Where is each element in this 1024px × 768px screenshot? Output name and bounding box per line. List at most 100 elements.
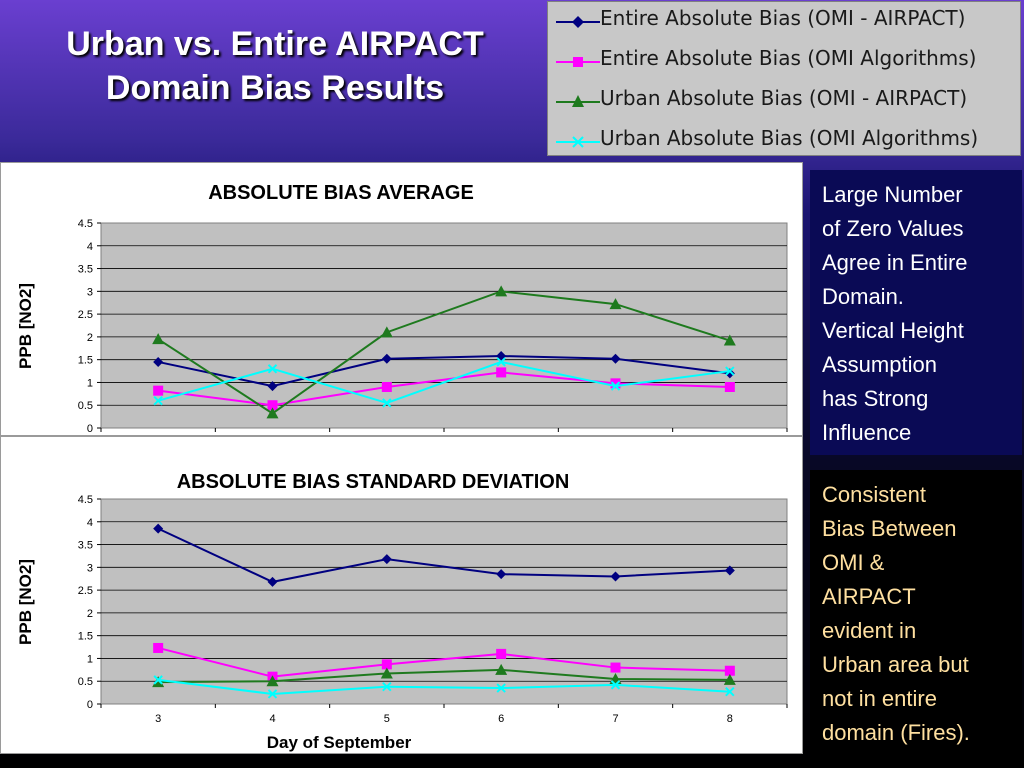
- data-point-triangle: [609, 298, 622, 310]
- legend-label: Entire Absolute Bias (OMI - AIRPACT): [600, 6, 966, 30]
- data-point-x: [153, 675, 163, 685]
- data-point-square: [496, 367, 507, 378]
- data-point-x-stroke: [610, 381, 621, 391]
- y-tick-label: 0.5: [78, 676, 93, 688]
- data-point-diamond: [153, 523, 164, 534]
- data-point-x: [382, 398, 392, 408]
- data-point-diamond: [267, 381, 278, 392]
- data-point-square: [724, 665, 735, 676]
- slide-title: Urban vs. Entire AIRPACT Domain Bias Res…: [10, 22, 540, 110]
- note-line: Vertical Height: [822, 318, 964, 343]
- data-point-triangle: [152, 333, 165, 345]
- chart-title: ABSOLUTE BIAS STANDARD DEVIATION: [177, 471, 570, 493]
- data-point-x-stroke: [610, 680, 621, 690]
- data-point-triangle: [380, 326, 393, 338]
- y-tick-label: 3: [87, 562, 93, 574]
- legend-item-entire-airpact: Entire Absolute Bias (OMI - AIRPACT): [548, 4, 1022, 44]
- legend-label: Urban Absolute Bias (OMI - AIRPACT): [600, 86, 968, 110]
- note-line: OMI &: [822, 550, 885, 575]
- x-tick-label: 4: [269, 713, 275, 725]
- note-zero-values: Large Number of Zero Values Agree in Ent…: [810, 170, 1022, 455]
- data-point-diamond: [496, 569, 507, 580]
- data-point-diamond: [381, 353, 392, 364]
- data-point-triangle: [495, 663, 508, 675]
- slide-title-line-1: Urban vs. Entire AIRPACT: [66, 25, 484, 63]
- note-line: not in entire: [822, 686, 937, 711]
- data-point-x: [153, 395, 163, 406]
- data-point-x-stroke: [725, 366, 735, 376]
- note-line: Domain.: [822, 284, 904, 309]
- data-point-square: [153, 642, 164, 653]
- data-point-diamond: [724, 565, 735, 576]
- chart-title: ABSOLUTE BIAS AVERAGE: [208, 182, 474, 204]
- note-line: Agree in Entire: [822, 250, 968, 275]
- data-point-diamond: [381, 554, 392, 565]
- data-point-x-stroke: [496, 357, 506, 367]
- y-tick-label: 4.5: [78, 218, 93, 230]
- data-point-square: [610, 378, 621, 389]
- chart-legend: Entire Absolute Bias (OMI - AIRPACT) Ent…: [547, 1, 1021, 156]
- slide-title-line-2: Domain Bias Results: [105, 69, 445, 107]
- data-point-diamond: [610, 353, 621, 364]
- data-point-x-stroke: [496, 683, 506, 693]
- y-tick-label: 1.5: [78, 355, 93, 367]
- y-axis-label: PPB [NO2]: [16, 559, 35, 645]
- data-point-triangle: [152, 676, 165, 688]
- data-point-diamond: [610, 571, 621, 582]
- data-point-triangle: [266, 675, 279, 687]
- data-point-square: [153, 385, 164, 396]
- note-line: domain (Fires).: [822, 720, 970, 745]
- data-point-x-stroke: [267, 689, 278, 699]
- series-line: [157, 355, 730, 388]
- y-tick-label: 4: [87, 517, 93, 529]
- x-tick-label: 5: [384, 713, 390, 725]
- data-point-x: [267, 364, 278, 374]
- legend-item-urban-airpact: Urban Absolute Bias (OMI - AIRPACT): [548, 84, 1022, 124]
- series-line: [158, 678, 730, 695]
- data-point-x-stroke: [382, 398, 392, 408]
- y-tick-label: 1: [87, 377, 93, 389]
- data-point-x: [267, 689, 278, 699]
- series-line: [157, 290, 731, 415]
- data-point-square: [496, 648, 507, 659]
- data-point-x: [725, 686, 735, 697]
- diamond-marker-icon: [556, 16, 600, 28]
- x-tick-label: 7: [612, 713, 618, 725]
- data-point-x-stroke: [725, 686, 735, 697]
- note-line: of Zero Values: [822, 216, 964, 241]
- triangle-marker-icon: [556, 95, 600, 107]
- data-point-x: [610, 381, 621, 391]
- y-tick-label: 2.5: [78, 309, 93, 321]
- series-line: [157, 646, 730, 678]
- legend-label: Entire Absolute Bias (OMI Algorithms): [600, 46, 977, 70]
- data-point-square: [267, 400, 278, 411]
- y-tick-label: 2.5: [78, 585, 93, 597]
- y-axis-label: PPB [NO2]: [16, 283, 35, 369]
- y-tick-label: 3.5: [78, 264, 93, 276]
- note-line: Large Number: [822, 182, 963, 207]
- bias-std-dev-chart: 0 0.5 1 1.5 2 2.5 3 3.5 4 4.5 3 4 5 6 7 8 ABSOLUTE BIAS …: [16, 471, 788, 752]
- data-point-diamond: [267, 576, 278, 587]
- legend-label: Urban Absolute Bias (OMI Algorithms): [600, 126, 979, 150]
- x-axis-label: Day of September: [267, 733, 412, 752]
- y-tick-label: 2: [87, 332, 93, 344]
- data-point-diamond: [724, 368, 735, 379]
- y-tick-label: 2: [87, 608, 93, 620]
- x-marker-icon: [556, 136, 600, 148]
- y-tick-label: 0.5: [78, 400, 93, 412]
- data-point-diamond: [153, 356, 164, 367]
- y-tick-label: 3: [87, 286, 93, 298]
- data-point-x: [496, 683, 506, 693]
- series-line: [157, 527, 730, 583]
- note-consistent-bias: Consistent Bias Between OMI & AIRPACT ev…: [810, 470, 1022, 766]
- note-line: Influence: [822, 420, 912, 445]
- data-point-x-stroke: [153, 675, 163, 685]
- note-line: AIRPACT: [822, 584, 916, 609]
- chart-panel-std-dev: 0 0.5 1 1.5 2 2.5 3 3.5 4 4.5 3 4 5 6 7 8 ABSOLUTE BIAS …: [0, 436, 803, 754]
- bias-average-chart: 0 0.5 1 1.5 2 2.5 3 3.5 4 4.5 ABSOLUTE BIAS AVERAG…: [16, 182, 788, 435]
- data-point-triangle: [266, 407, 279, 419]
- note-line: evident in: [822, 618, 917, 643]
- chart-panel-average: 0 0.5 1 1.5 2 2.5 3 3.5 4 4.5 ABSOLUTE BIAS AVERAG…: [0, 162, 803, 436]
- series-line: [157, 360, 730, 404]
- legend-item-entire-algorithms: Entire Absolute Bias (OMI Algorithms): [548, 44, 1022, 84]
